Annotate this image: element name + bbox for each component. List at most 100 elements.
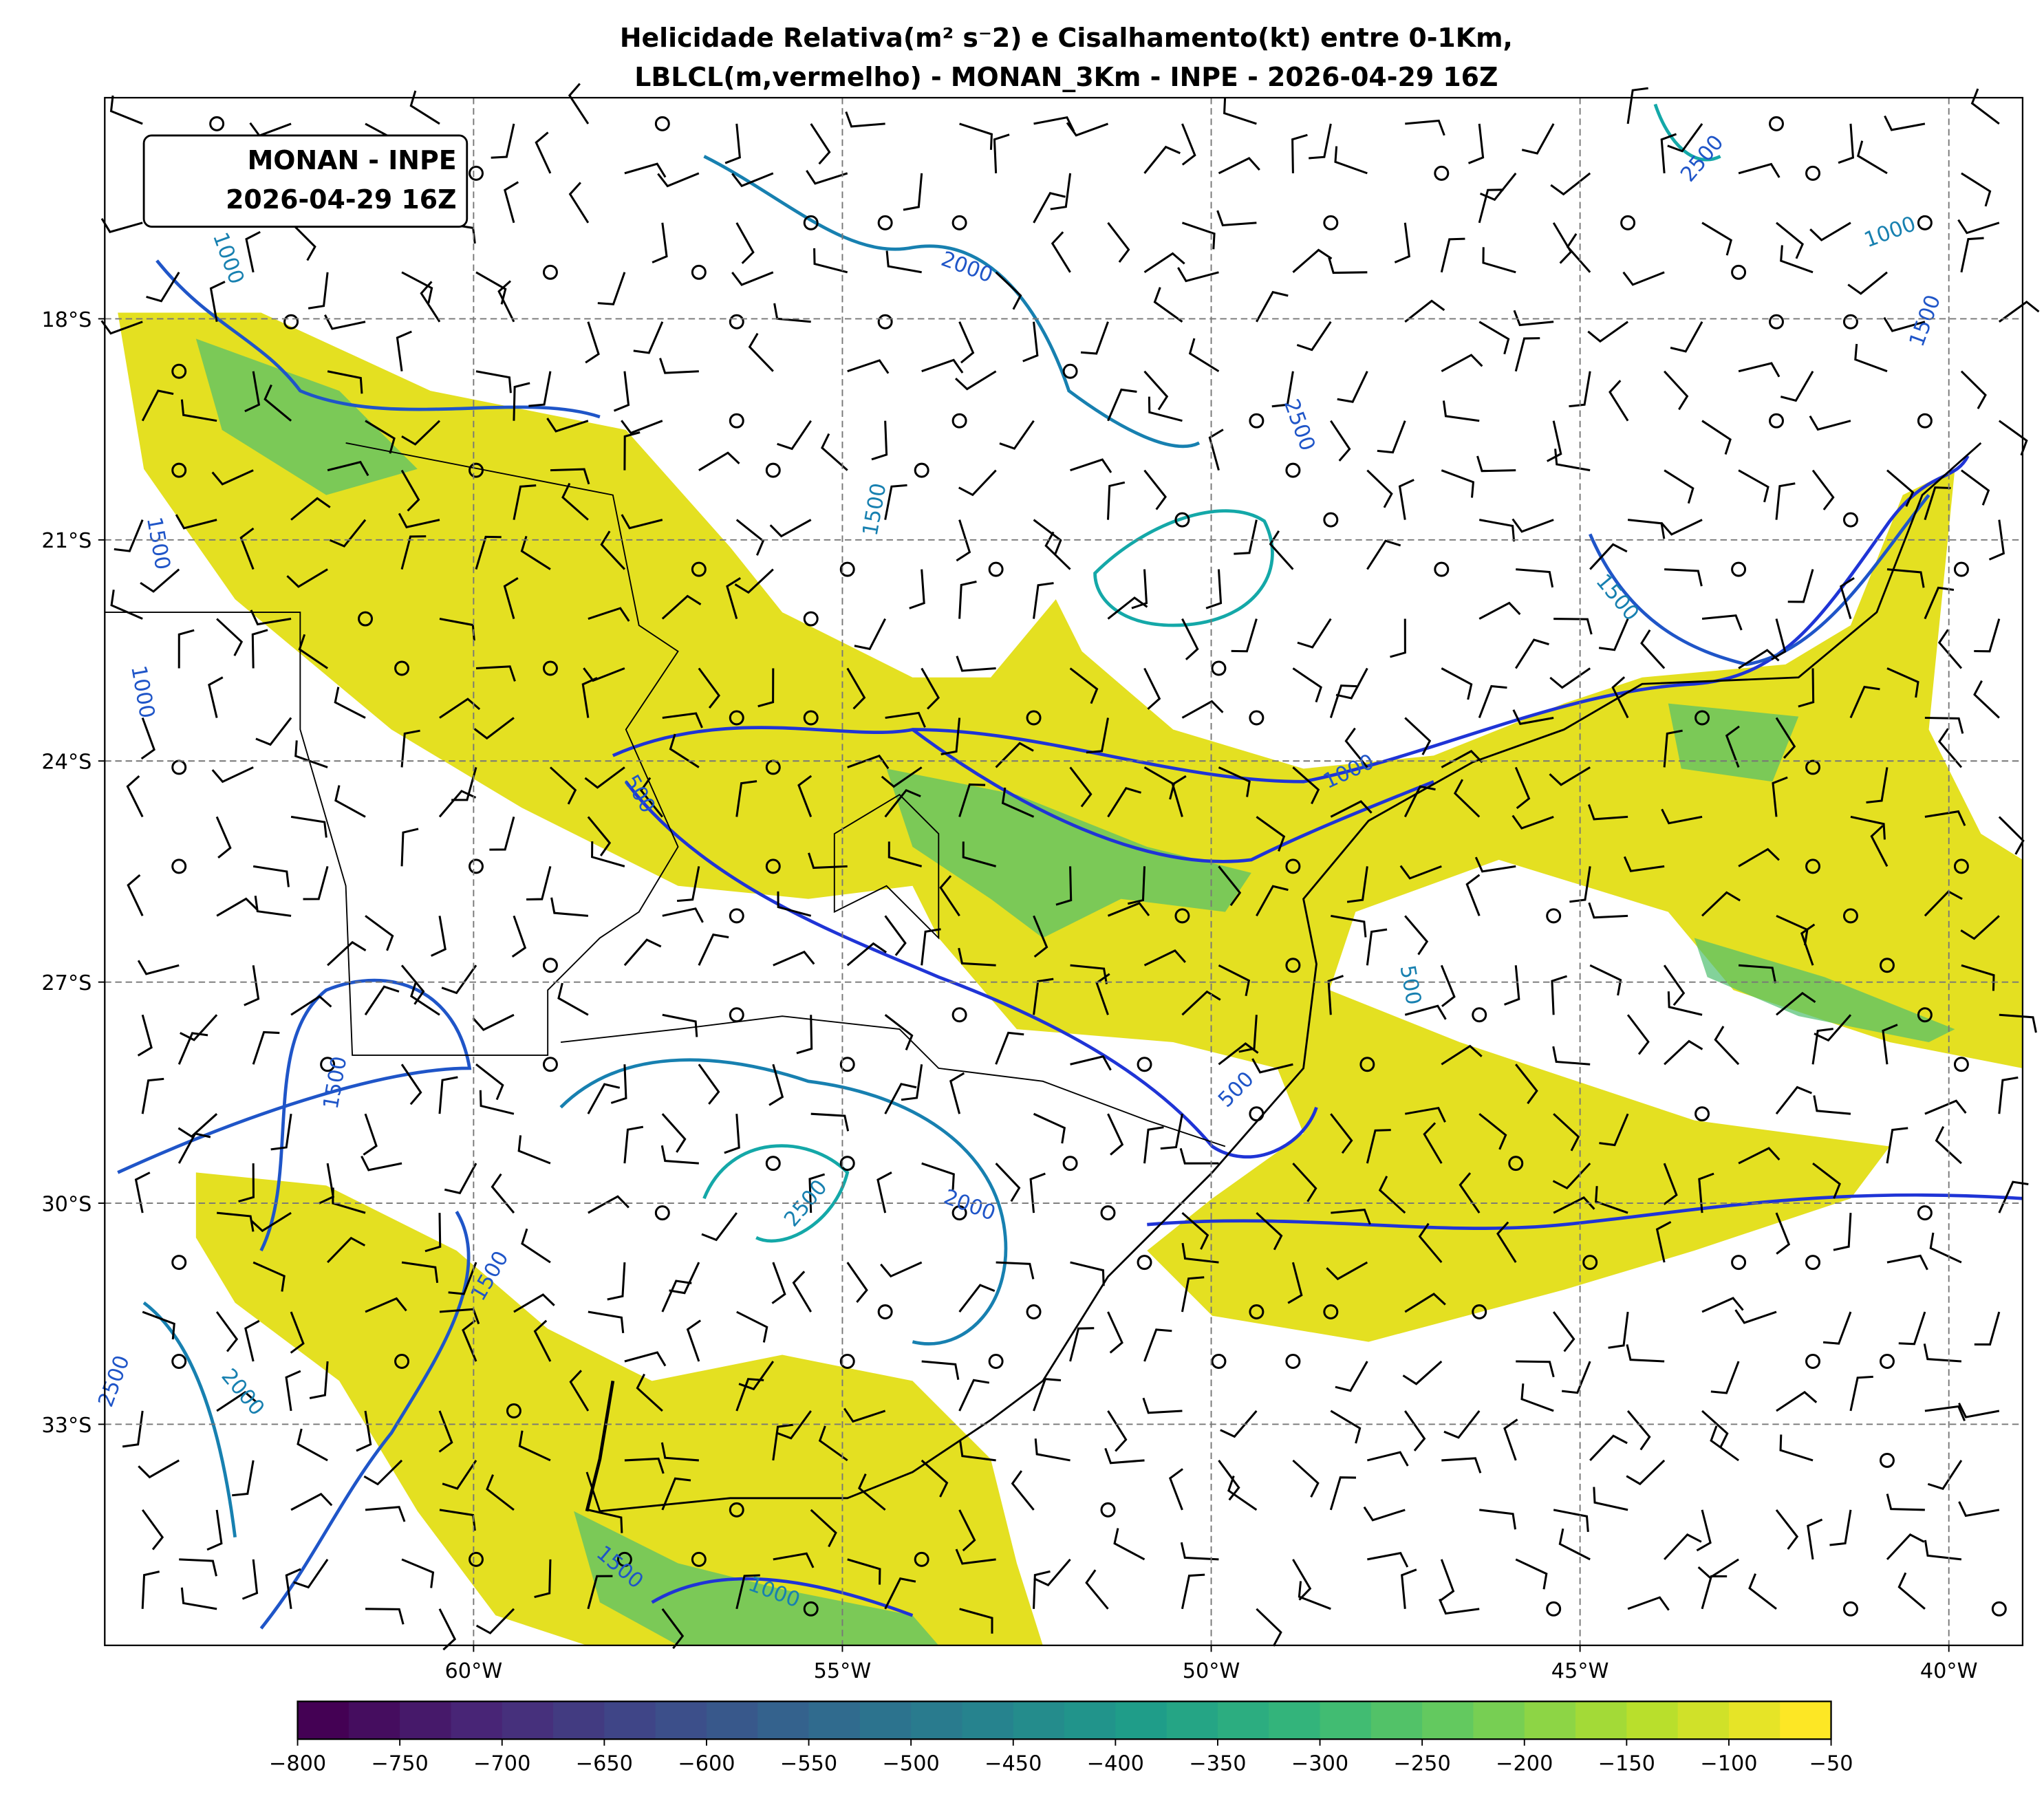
wind-barb <box>241 1559 259 1600</box>
y-tick-label: 27°S <box>41 971 92 995</box>
wind-barb <box>662 1013 698 1037</box>
wind-barb <box>365 1297 407 1313</box>
x-tick-label: 40°W <box>1920 1659 1978 1683</box>
wind-barb <box>871 420 888 461</box>
wind-barb <box>290 995 332 1016</box>
calm-circle <box>1769 413 1784 429</box>
calm-circle <box>1472 1007 1487 1023</box>
wind-barb <box>134 1172 151 1213</box>
wind-barb <box>1626 87 1648 125</box>
colorbar-cell <box>1013 1701 1065 1740</box>
wind-barb <box>215 1311 239 1352</box>
wind-barb <box>1772 776 1788 817</box>
calm-circle <box>729 1502 744 1518</box>
map-area: 1000 200025001000150025001500150010001500… <box>94 83 2040 1651</box>
wind-barb <box>1780 245 1814 274</box>
x-tick-label: 45°W <box>1551 1659 1609 1683</box>
wind-barb <box>1337 371 1368 403</box>
wind-barb <box>491 1173 515 1214</box>
wind-barb <box>921 667 940 710</box>
wind-barb <box>1961 964 1995 991</box>
calm-circle <box>1769 116 1784 131</box>
wind-barb <box>772 1423 794 1461</box>
calm-circle <box>1917 1007 1933 1023</box>
contours <box>117 103 2023 1630</box>
colorbar-cell <box>1677 1701 1730 1740</box>
wind-barb <box>958 1379 990 1412</box>
wind-barb <box>1512 709 1554 725</box>
wind-barb <box>1886 1127 1908 1164</box>
colorbar-cell <box>911 1701 963 1740</box>
calm-circle <box>1731 561 1747 577</box>
wind-barb <box>1131 569 1148 609</box>
calm-circle <box>988 1354 1004 1369</box>
wind-barb <box>1958 1501 2000 1518</box>
wind-barb <box>1809 415 1851 431</box>
wind-barb <box>211 766 254 784</box>
calm-circle <box>1991 1601 2007 1617</box>
wind-barb <box>607 1262 626 1301</box>
calm-circle <box>951 413 967 429</box>
calm-circle <box>803 1601 819 1617</box>
wind-barb <box>995 271 1022 310</box>
wind-barb <box>588 607 630 622</box>
wind-barb <box>810 1509 837 1548</box>
calm-circle <box>1695 1106 1710 1122</box>
wind-barb <box>1734 1309 1777 1324</box>
calm-circle <box>1917 215 1933 230</box>
wind-barb <box>141 1077 164 1114</box>
wind-barb <box>327 1236 366 1264</box>
wind-barb <box>659 358 699 374</box>
wind-barb <box>1366 928 1388 966</box>
wind-barb <box>921 1360 960 1380</box>
wind-barb <box>773 1552 815 1568</box>
wind-barb <box>1961 469 1990 506</box>
y-tick-label: 24°S <box>41 751 92 775</box>
calm-circle <box>729 908 744 924</box>
wind-barb <box>444 1163 477 1195</box>
wind-barb <box>1069 766 1093 808</box>
calm-circle <box>1249 1106 1265 1122</box>
wind-barb <box>662 712 703 728</box>
calm-circle <box>283 314 299 330</box>
wind-barb <box>588 1310 625 1334</box>
wind-barb <box>1022 321 1039 363</box>
wind-barb <box>1549 667 1591 689</box>
wind-barb <box>245 230 261 273</box>
wind-barb <box>356 1410 372 1452</box>
wind-barb <box>334 687 366 719</box>
wind-barb <box>1181 1573 1205 1610</box>
wind-barb <box>1205 569 1223 609</box>
wind-barb <box>1069 667 1099 704</box>
wind-barb <box>1701 1410 1729 1448</box>
wind-barb <box>885 250 922 274</box>
wind-barb <box>1589 1434 1628 1461</box>
wind-barb <box>424 1213 442 1253</box>
wind-barb <box>624 1457 665 1474</box>
calm-circle <box>1842 1601 1858 1617</box>
wind-barb <box>806 170 848 185</box>
wind-barb <box>1478 1113 1507 1150</box>
calm-circle <box>542 1057 558 1072</box>
wind-barb <box>909 569 925 609</box>
wind-barb <box>308 272 329 310</box>
wind-barb <box>1779 1434 1814 1462</box>
wind-barb <box>1069 1327 1095 1362</box>
wind-barb <box>1479 1509 1517 1530</box>
wind-barb <box>958 1284 996 1313</box>
wind-barb <box>1180 1542 1219 1561</box>
wind-barb <box>1516 1360 1555 1378</box>
wind-barb <box>846 667 866 710</box>
wind-barb <box>569 1370 590 1412</box>
wind-barb <box>1143 252 1185 274</box>
wind-barb <box>1208 429 1224 471</box>
colorbar-tick-label: −700 <box>473 1752 530 1776</box>
wind-barb <box>884 1083 917 1114</box>
wind-barb <box>1738 847 1780 867</box>
wind-barb <box>1330 1113 1353 1154</box>
wind-barb <box>486 1474 515 1511</box>
wind-barb <box>1866 767 1889 804</box>
wind-barb <box>286 568 328 588</box>
wind-barb <box>1776 1390 1818 1412</box>
wind-barb <box>1330 800 1373 818</box>
